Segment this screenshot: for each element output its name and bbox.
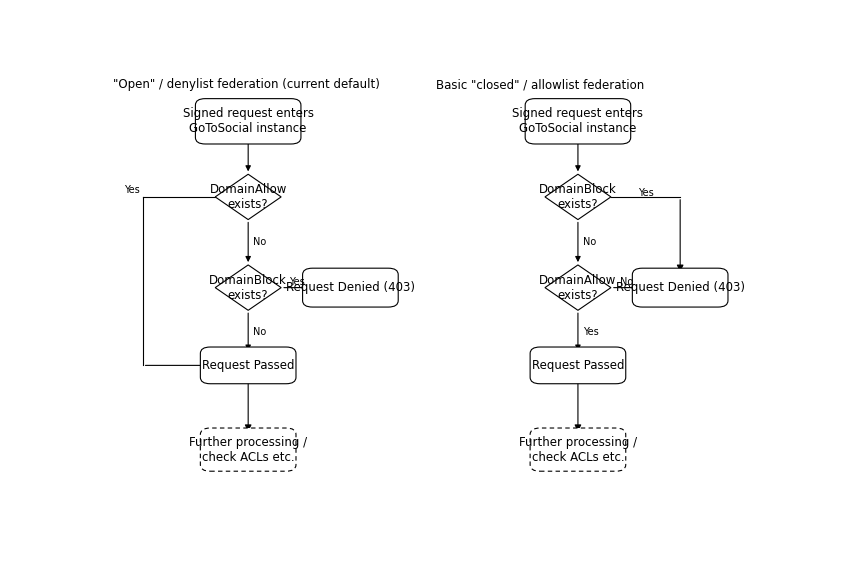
Text: No: No — [253, 237, 266, 247]
Text: Further processing /
check ACLs etc.: Further processing / check ACLs etc. — [519, 435, 637, 463]
FancyBboxPatch shape — [525, 99, 631, 144]
Text: DomainAllow
exists?: DomainAllow exists? — [209, 183, 287, 211]
Text: Basic "closed" / allowlist federation: Basic "closed" / allowlist federation — [436, 78, 644, 91]
Polygon shape — [215, 174, 281, 219]
Text: DomainAllow
exists?: DomainAllow exists? — [540, 274, 617, 302]
Polygon shape — [545, 174, 611, 219]
FancyBboxPatch shape — [200, 347, 296, 384]
FancyBboxPatch shape — [632, 268, 728, 307]
Text: No: No — [620, 278, 633, 287]
Text: No: No — [583, 237, 596, 247]
FancyBboxPatch shape — [200, 428, 296, 471]
Text: Signed request enters
GoToSocial instance: Signed request enters GoToSocial instanc… — [183, 107, 314, 135]
FancyBboxPatch shape — [196, 99, 301, 144]
Text: DomainBlock
exists?: DomainBlock exists? — [209, 274, 287, 302]
Text: Request Passed: Request Passed — [202, 359, 294, 372]
Text: Further processing /
check ACLs etc.: Further processing / check ACLs etc. — [189, 435, 307, 463]
Text: Yes: Yes — [637, 187, 654, 197]
Text: Request Denied (403): Request Denied (403) — [615, 281, 745, 294]
Text: Request Denied (403): Request Denied (403) — [286, 281, 415, 294]
Text: DomainBlock
exists?: DomainBlock exists? — [539, 183, 617, 211]
Text: Yes: Yes — [583, 327, 598, 337]
Text: No: No — [253, 327, 266, 337]
FancyBboxPatch shape — [530, 347, 625, 384]
Text: "Open" / denylist federation (current default): "Open" / denylist federation (current de… — [113, 78, 380, 91]
Polygon shape — [545, 265, 611, 310]
Text: Yes: Yes — [123, 185, 140, 195]
Polygon shape — [215, 265, 281, 310]
Text: Signed request enters
GoToSocial instance: Signed request enters GoToSocial instanc… — [512, 107, 643, 135]
FancyBboxPatch shape — [530, 428, 625, 471]
Text: Yes: Yes — [289, 278, 305, 287]
FancyBboxPatch shape — [303, 268, 398, 307]
Text: Request Passed: Request Passed — [532, 359, 624, 372]
